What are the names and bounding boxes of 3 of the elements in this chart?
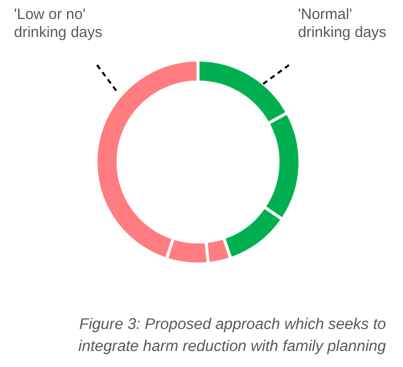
text: 'Normal' drinking days: [298, 6, 388, 42]
text: 'Low or no' drinking days: [14, 6, 104, 42]
caption: Figure 3: Proposed approach which seeks to integrate harm reduction with family planning: [77, 315, 386, 357]
